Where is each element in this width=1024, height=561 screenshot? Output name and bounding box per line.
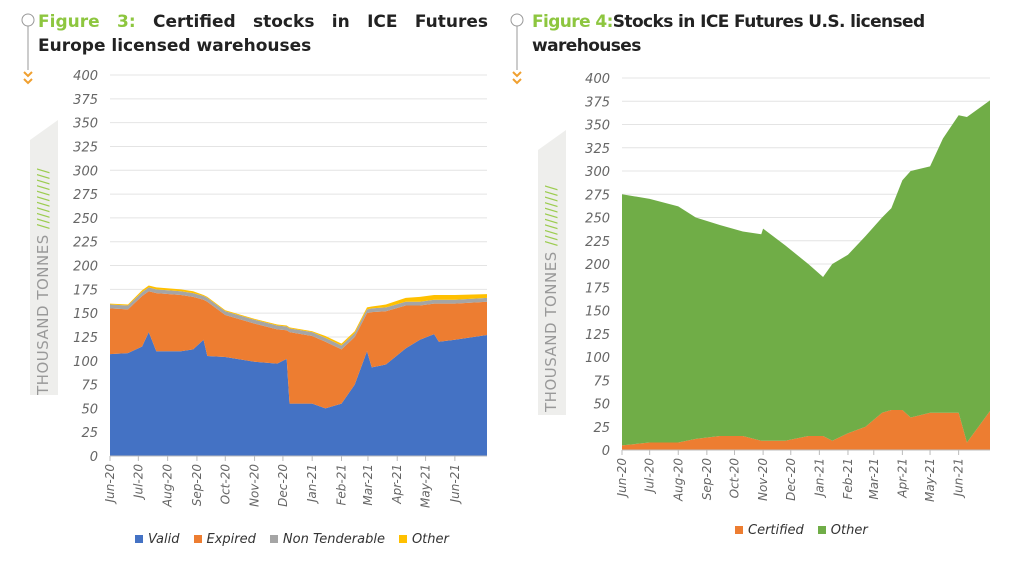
y-tick-label: 25 — [81, 426, 98, 441]
legend-label: Non Tenderable — [282, 532, 385, 547]
y-tick-label: 125 — [585, 328, 610, 343]
y-tick-label: 275 — [585, 188, 610, 203]
y-tick-label: 150 — [585, 305, 610, 320]
x-tick-label: Mar-21 — [867, 458, 881, 500]
legend-swatch — [735, 526, 743, 534]
y-tick-label: 350 — [585, 119, 610, 134]
legend-swatch — [398, 535, 407, 543]
y-tick-label: 400 — [73, 69, 98, 84]
y-tick-label: 0 — [602, 444, 610, 459]
y-tick-label: 300 — [73, 164, 98, 179]
legend-label: Certified — [748, 523, 804, 538]
timeline-marker-right — [510, 13, 524, 85]
x-tick-label: May-21 — [923, 458, 937, 502]
chart-europe-stocks: 0 25 50 75 100 125 150 175 200 225 250 275 300 325 350… — [73, 69, 487, 508]
y-tick-label: 150 — [73, 307, 98, 322]
area-valid — [110, 332, 487, 456]
y-tick-label: 200 — [73, 260, 98, 275]
area-other — [622, 100, 990, 446]
x-tick-label: Jan-21 — [305, 464, 319, 504]
chart-us-stocks: 0 25 50 75 100 125 150 175 200 225 250 275 300 325 350… — [585, 72, 990, 502]
x-tick-label: Apr-21 — [895, 458, 909, 499]
x-tick-label: Jun-20 — [103, 464, 117, 505]
figure-4-title: Figure 4:Stocks in ICE Futures U.S. lice… — [532, 12, 925, 56]
y-tick-label: 0 — [90, 450, 98, 465]
legend-swatch — [135, 535, 143, 543]
y-tick-label: 375 — [585, 95, 610, 110]
area-expired — [110, 291, 487, 409]
x-tick-label: Feb-21 — [841, 458, 855, 500]
ylabel-ribbon-left — [30, 120, 58, 395]
y-tick-label: 50 — [593, 398, 610, 413]
legend-item: Expired — [193, 532, 256, 547]
x-tick-label: Jun-21 — [952, 458, 966, 498]
y-tick-label: 225 — [73, 236, 98, 251]
y-tick-label: 325 — [73, 140, 98, 155]
legend-europe: Valid Expired Non Tenderable Other — [135, 532, 449, 547]
x-tick-label: Sep-20 — [190, 464, 204, 507]
y-tick-label: 275 — [73, 188, 98, 203]
y-tick-label: 250 — [585, 212, 610, 227]
legend-item: Other — [398, 532, 449, 547]
x-tick-label: Sep-20 — [700, 458, 714, 501]
y-tick-label: 175 — [585, 281, 610, 296]
y-tick-label: 175 — [73, 283, 98, 298]
legend-item: Non Tenderable — [269, 532, 385, 547]
y-tick-label: 300 — [585, 165, 610, 180]
y-tick-label: 325 — [585, 142, 610, 157]
x-tick-label: Oct-20 — [218, 464, 232, 505]
x-tick-label: Jun-20 — [615, 458, 629, 499]
y-tick-label: 225 — [585, 235, 610, 250]
x-tick-label: Nov-20 — [756, 458, 770, 501]
y-tick-label: 400 — [585, 72, 610, 87]
legend-label: Expired — [206, 532, 256, 547]
area-certified — [622, 410, 990, 450]
legend-label: Other — [411, 532, 449, 547]
y-tick-label: 350 — [73, 117, 98, 132]
y-tick-label: 75 — [593, 374, 610, 389]
x-tick-label: Apr-21 — [390, 464, 404, 505]
y-tick-label: 125 — [73, 331, 98, 346]
x-tick-label: Oct-20 — [728, 458, 742, 499]
y-tick-label: 75 — [81, 379, 98, 394]
y-tick-label: 375 — [73, 93, 98, 108]
x-tick-label: Jan-21 — [812, 458, 826, 498]
legend-label: Other — [830, 523, 868, 538]
x-tick-label: Jul-20 — [131, 464, 145, 500]
legend-swatch — [269, 535, 278, 543]
timeline-marker-left — [21, 13, 35, 85]
y-tick-label: 100 — [73, 355, 98, 370]
y-tick-label: 100 — [585, 351, 610, 366]
x-tick-label: Jul-20 — [643, 458, 657, 494]
legend-label: Valid — [148, 532, 180, 547]
x-tick-label: Aug-20 — [671, 458, 685, 502]
x-tick-label: Nov-20 — [248, 464, 262, 507]
y-tick-label: 200 — [585, 258, 610, 273]
y-tick-label: 25 — [593, 421, 610, 436]
x-tick-label: Dec-20 — [784, 458, 798, 501]
x-tick-label: Jun-21 — [448, 464, 462, 504]
ylabel-ribbon-right — [538, 130, 566, 415]
x-tick-label: Aug-20 — [161, 464, 175, 508]
legend-swatch — [817, 526, 826, 534]
y-tick-label: 50 — [81, 402, 98, 417]
x-tick-label: Dec-20 — [276, 464, 290, 507]
legend-us: Certified Other — [735, 523, 868, 538]
x-tick-label: Mar-21 — [361, 464, 375, 506]
legend-item: Valid — [135, 532, 180, 547]
legend-item: Certified — [735, 523, 804, 538]
x-tick-label: Feb-21 — [334, 464, 348, 506]
legend-item: Other — [817, 523, 868, 538]
x-tick-label: May-21 — [419, 464, 433, 508]
y-tick-label: 250 — [73, 212, 98, 227]
legend-swatch — [193, 535, 202, 543]
figure-3-title: Figure 3: Certified stocks in ICE Future… — [38, 12, 489, 56]
